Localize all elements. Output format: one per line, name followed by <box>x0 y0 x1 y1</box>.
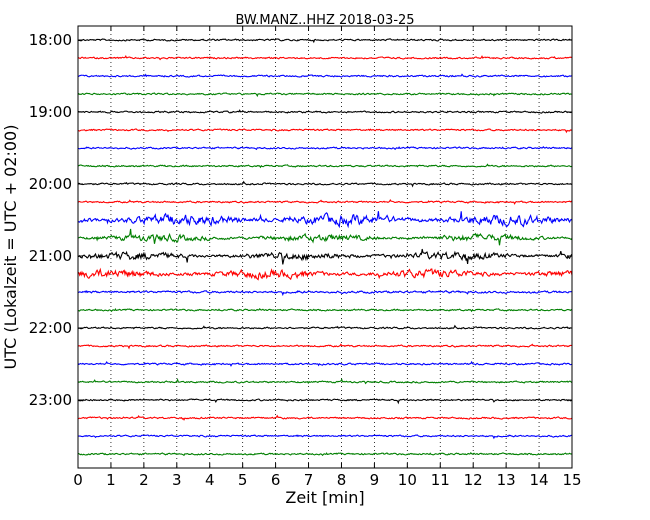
x-tick-label-2: 2 <box>139 471 149 489</box>
x-tick-label-10: 10 <box>398 471 417 489</box>
trace-7 <box>77 146 573 151</box>
trace-20 <box>77 378 573 385</box>
trace-12 <box>77 228 573 246</box>
x-tick-label-8: 8 <box>337 471 347 489</box>
y-tick-label-21:00: 21:00 <box>29 247 72 265</box>
y-axis-label: UTC (Lokalzeit = UTC + 02:00) <box>1 125 20 370</box>
trace-22 <box>77 414 573 421</box>
plot-frame <box>77 25 573 469</box>
x-tick-label-0: 0 <box>73 471 83 489</box>
trace-9 <box>77 180 573 188</box>
trace-18 <box>77 343 573 350</box>
trace-10 <box>77 198 573 205</box>
x-tick-label-12: 12 <box>464 471 483 489</box>
y-tick-labels: 18:00 19:00 20:00 21:00 22:00 23:00 <box>29 31 72 409</box>
x-axis-label: Zeit [min] <box>285 488 364 507</box>
trace-21 <box>77 398 573 405</box>
trace-5 <box>77 109 573 114</box>
x-tick-label-1: 1 <box>106 471 116 489</box>
x-tick-label-3: 3 <box>172 471 182 489</box>
y-tick-label-22:00: 22:00 <box>29 319 72 337</box>
trace-16 <box>77 308 573 313</box>
trace-1 <box>77 38 573 44</box>
tick-marks <box>77 26 573 468</box>
x-tick-label-6: 6 <box>271 471 281 489</box>
x-tick-label-11: 11 <box>431 471 450 489</box>
x-tick-label-13: 13 <box>497 471 516 489</box>
x-tick-label-4: 4 <box>205 471 215 489</box>
trace-13 <box>77 248 573 265</box>
y-tick-label-18:00: 18:00 <box>29 31 72 49</box>
x-tick-label-7: 7 <box>304 471 314 489</box>
x-tick-label-14: 14 <box>530 471 549 489</box>
trace-19 <box>77 360 573 367</box>
y-tick-label-19:00: 19:00 <box>29 103 72 121</box>
trace-24 <box>77 452 573 457</box>
y-tick-label-20:00: 20:00 <box>29 175 72 193</box>
trace-4 <box>77 92 573 98</box>
chart-title: BW.MANZ..HHZ 2018-03-25 <box>235 13 414 28</box>
trace-17 <box>77 324 573 330</box>
trace-15 <box>77 289 573 297</box>
trace-6 <box>77 128 573 134</box>
trace-layer <box>77 38 573 457</box>
trace-14 <box>77 267 573 281</box>
trace-3 <box>77 73 573 78</box>
x-tick-label-15: 15 <box>562 471 581 489</box>
trace-8 <box>77 163 573 169</box>
trace-11 <box>77 211 573 229</box>
x-tick-label-5: 5 <box>238 471 248 489</box>
trace-23 <box>77 434 573 440</box>
trace-2 <box>77 55 573 61</box>
x-tick-labels: 0 1 2 3 4 5 6 7 8 9 10 11 12 13 14 15 <box>73 471 581 489</box>
x-tick-label-9: 9 <box>370 471 380 489</box>
grid-lines <box>110 26 540 468</box>
y-tick-label-23:00: 23:00 <box>29 391 72 409</box>
